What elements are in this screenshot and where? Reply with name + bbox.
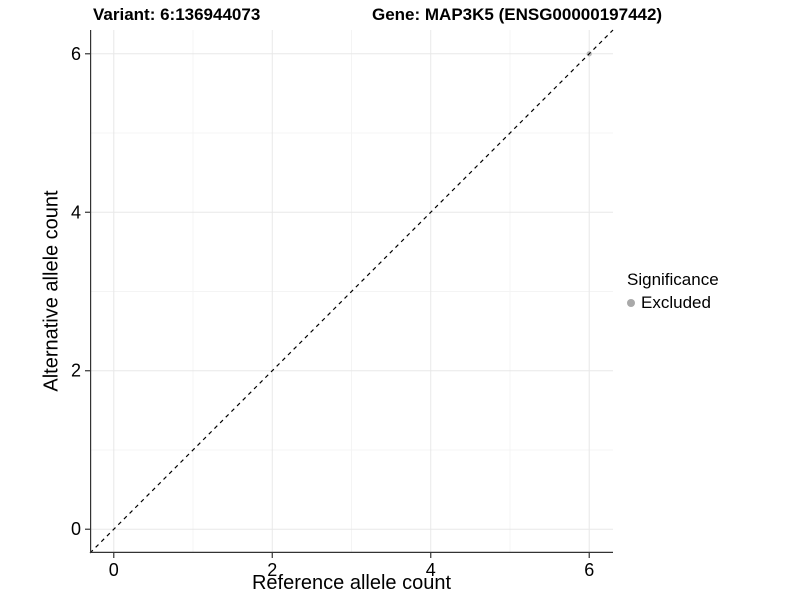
legend-point-icon [627, 299, 635, 307]
identity-line [89, 29, 614, 554]
x-axis-title: Reference allele count [251, 572, 451, 594]
x-tick-label: 4 [426, 560, 436, 580]
y-tick-label: 4 [71, 202, 81, 222]
y-tick-label: 6 [71, 44, 81, 64]
x-tick-label: 2 [267, 560, 277, 580]
legend: Significance Excluded [627, 270, 719, 313]
y-tick-label: 2 [71, 361, 81, 381]
plot-title-variant: Variant: 6:136944073 [93, 5, 261, 24]
legend-item-label: Excluded [641, 293, 711, 312]
x-tick-label: 6 [584, 560, 594, 580]
x-tick-label: 0 [109, 560, 119, 580]
plot-title-gene: Gene: MAP3K5 (ENSG00000197442) [372, 5, 663, 24]
y-tick-label: 0 [71, 519, 81, 539]
plot-panel: 0 2 4 6 0 2 4 6 [71, 29, 614, 580]
chart-canvas: 0 2 4 6 0 2 4 6 [71, 29, 614, 580]
legend-item-excluded: Excluded [627, 293, 719, 313]
legend-title: Significance [627, 270, 719, 289]
y-axis-title: Alternative allele count [40, 190, 63, 392]
